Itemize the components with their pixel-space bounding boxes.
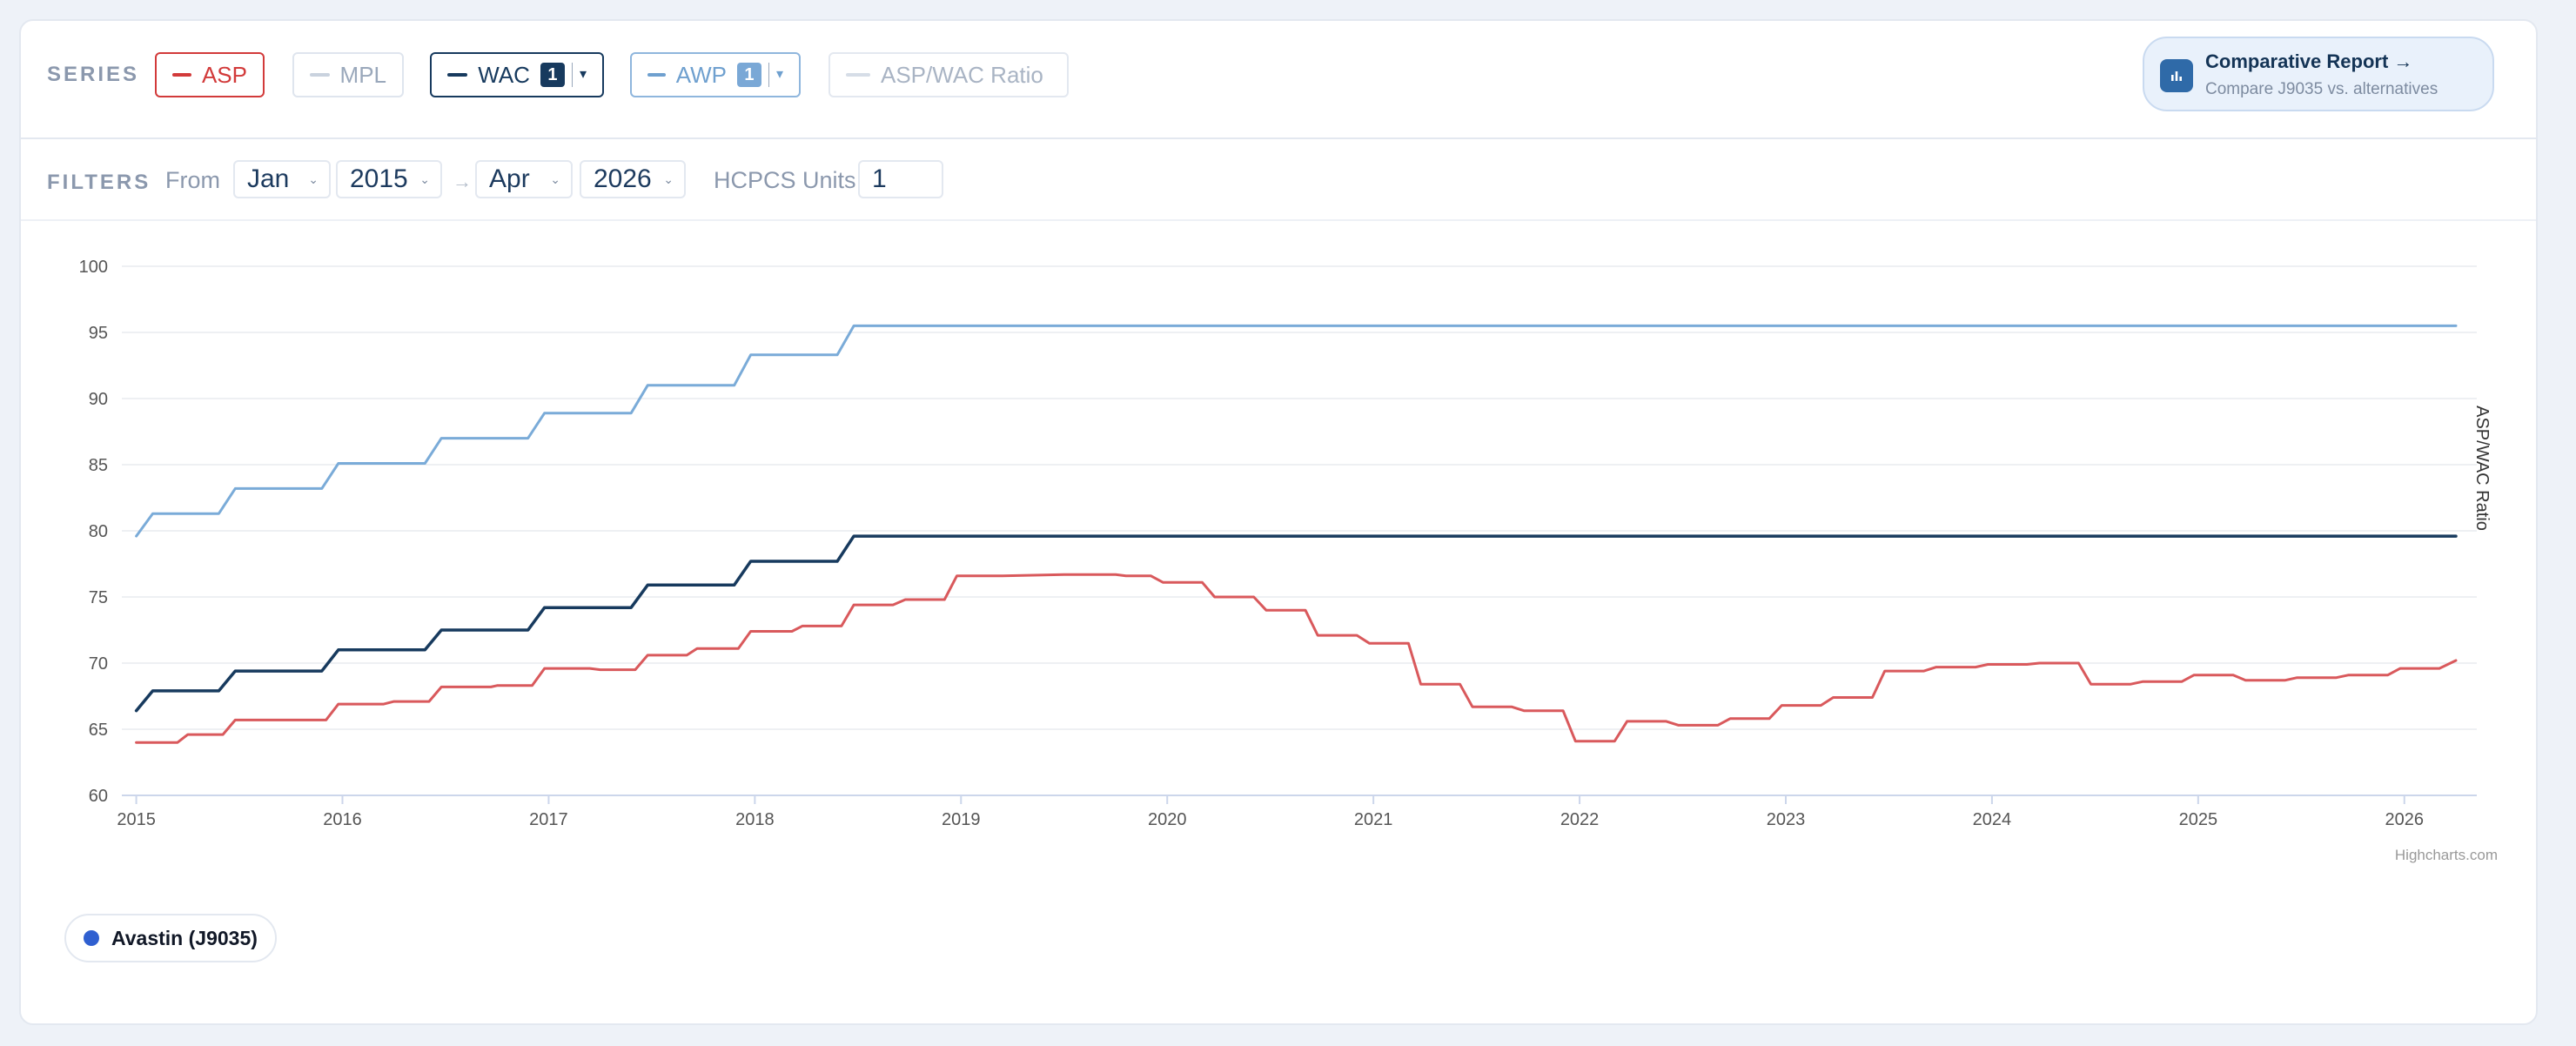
series-toggle-mpl[interactable]: MPL — [292, 52, 404, 97]
highcharts-credits[interactable]: Highcharts.com — [2395, 847, 2498, 863]
chart-card: SERIES ASP MPL WAC 1 ▾ AWP 1 ▾ ASP/WAC R… — [19, 19, 2538, 1025]
y-tick-label: 65 — [89, 721, 108, 740]
x-tick-label: 2021 — [1354, 810, 1393, 829]
y-tick-label: 85 — [89, 456, 108, 475]
from-year-select[interactable]: 2015 ⌄ — [336, 160, 442, 198]
filters-label: FILTERS — [47, 171, 151, 194]
x-tick-label: 2026 — [2385, 810, 2425, 829]
x-tick-label: 2017 — [529, 810, 568, 829]
y-tick-label: 80 — [89, 522, 108, 541]
series-label: SERIES — [47, 63, 140, 86]
series-toggle-ratio-label: ASP/WAC Ratio — [881, 61, 1043, 88]
series-toggle-awp-label: AWP — [675, 61, 727, 88]
x-tick-label: 2023 — [1767, 810, 1806, 829]
wac-count-badge: 1 — [540, 63, 565, 87]
hcpcs-units-input[interactable]: 1 — [858, 160, 943, 198]
series-line-awp[interactable] — [135, 324, 2458, 538]
y-tick-label: 75 — [89, 588, 108, 607]
series-toggle-asp-wac-ratio[interactable]: ASP/WAC Ratio — [828, 52, 1069, 97]
y-tick-label: 100 — [79, 258, 108, 277]
to-month-select[interactable]: Apr ⌄ — [475, 160, 573, 198]
series-toggle-wac-label: WAC — [478, 61, 530, 88]
from-month-value: Jan — [247, 164, 290, 193]
x-tick-label: 2019 — [942, 810, 981, 829]
from-month-select[interactable]: Jan ⌄ — [233, 160, 331, 198]
x-tick-label: 2015 — [117, 810, 156, 829]
chevron-down-icon: ⌄ — [550, 172, 560, 186]
series-line-asp[interactable] — [135, 573, 2458, 744]
series-line-wac[interactable] — [134, 534, 2458, 713]
x-tick-label: 2018 — [735, 810, 775, 829]
ratio-swatch-icon — [846, 73, 870, 77]
from-year-value: 2015 — [350, 164, 408, 193]
x-tick-label: 2024 — [1973, 810, 2012, 829]
legend-item-avastin[interactable]: Avastin (J9035) — [64, 914, 277, 962]
price-history-chart: 60 65 70 75 80 85 90 95 100 2015 2016 2017 2018 2019… — [79, 258, 2498, 863]
chevron-down-icon: ⌄ — [308, 172, 319, 186]
y-tick-label: 90 — [89, 390, 108, 409]
legend-item-label: Avastin (J9035) — [111, 926, 258, 949]
legend-dot-icon — [84, 930, 99, 946]
x-tick-label: 2020 — [1148, 810, 1187, 829]
series-bar: SERIES ASP MPL WAC 1 ▾ AWP 1 ▾ ASP/WAC R… — [21, 21, 2536, 139]
x-tick-label: 2025 — [2179, 810, 2218, 829]
report-title: Comparative Report → — [2205, 50, 2413, 72]
hcpcs-units-label: HCPCS Units — [714, 167, 856, 193]
report-subtitle: Compare J9035 vs. alternatives — [2205, 80, 2438, 98]
chevron-down-icon: ⌄ — [419, 172, 430, 186]
wac-dropdown-chevron-icon[interactable]: ▾ — [571, 63, 587, 87]
asp-swatch-icon — [172, 73, 191, 77]
y-tick-label: 95 — [89, 324, 108, 343]
series-toggle-asp-label: ASP — [201, 61, 247, 88]
x-tick-label: 2022 — [1560, 810, 1600, 829]
comparative-report-button[interactable]: Comparative Report → Compare J9035 vs. a… — [2143, 37, 2494, 111]
y-tick-label: 70 — [89, 654, 108, 674]
to-year-value: 2026 — [594, 164, 652, 193]
filters-bar: FILTERS From Jan ⌄ 2015 ⌄ → Apr ⌄ 2026 ⌄… — [21, 139, 2536, 221]
x-tick-label: 2016 — [323, 810, 362, 829]
to-month-value: Apr — [489, 164, 530, 193]
series-toggle-wac[interactable]: WAC 1 ▾ — [430, 52, 604, 97]
bar-chart-icon — [2160, 59, 2193, 92]
y-tick-label: 60 — [89, 787, 108, 806]
mpl-swatch-icon — [310, 73, 330, 77]
right-axis-label: ASP/WAC Ratio — [2472, 406, 2492, 531]
series-toggle-mpl-label: MPL — [339, 61, 386, 88]
range-arrow: → — [453, 171, 472, 192]
series-toggle-awp[interactable]: AWP 1 ▾ — [630, 52, 801, 97]
chevron-down-icon: ⌄ — [663, 172, 674, 186]
series-toggle-asp[interactable]: ASP — [155, 52, 265, 97]
wac-swatch-icon — [447, 73, 468, 77]
awp-swatch-icon — [647, 73, 666, 77]
awp-count-badge: 1 — [736, 63, 761, 87]
to-year-select[interactable]: 2026 ⌄ — [580, 160, 686, 198]
from-label: From — [165, 167, 220, 193]
awp-dropdown-chevron-icon[interactable]: ▾ — [768, 63, 783, 87]
